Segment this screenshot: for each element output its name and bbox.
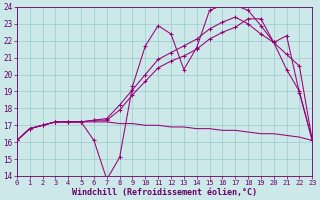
X-axis label: Windchill (Refroidissement éolien,°C): Windchill (Refroidissement éolien,°C)	[72, 188, 257, 197]
